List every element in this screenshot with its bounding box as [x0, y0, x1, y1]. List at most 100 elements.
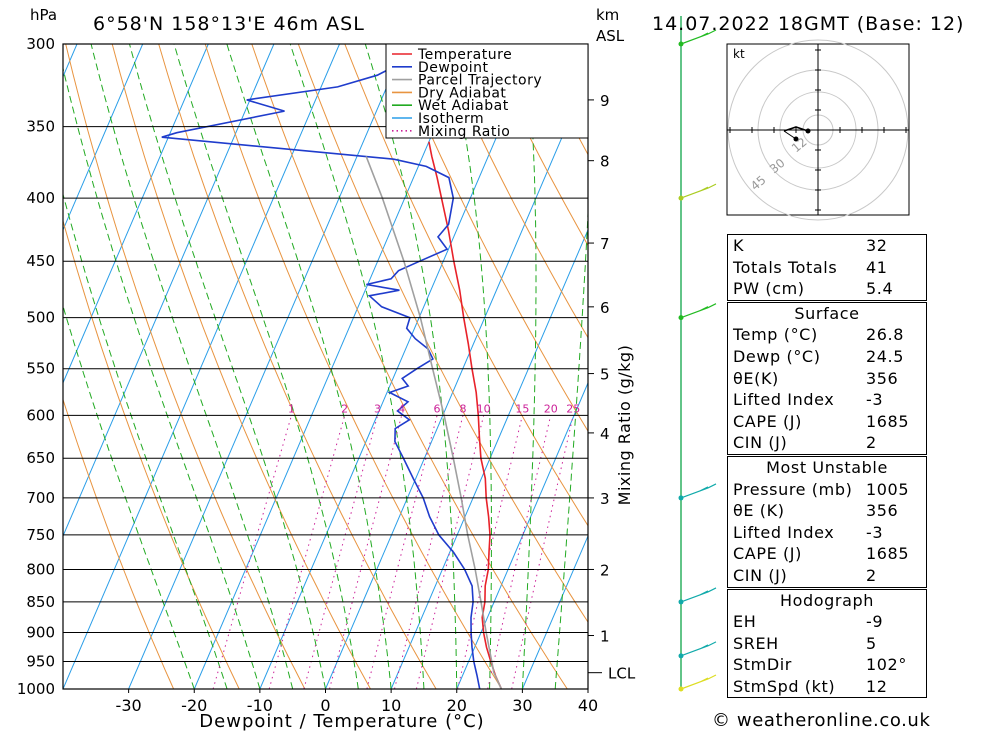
- hodograph-stat-row: SREH 5: [728, 633, 926, 655]
- surface-row: Dewp (°C) 24.5: [728, 346, 926, 368]
- km-label: km: [596, 6, 619, 24]
- x-tick-label: 0: [320, 696, 330, 715]
- most-unstable-label: Lifted Index: [733, 522, 835, 542]
- hodograph-stat-value: 5: [866, 633, 877, 653]
- mixing-ratio-axis-title: Mixing Ratio (g/kg): [615, 345, 634, 506]
- wet-adiabat-line: [447, 44, 492, 689]
- asl-label: ASL: [596, 27, 625, 45]
- x-tick-label: -20: [181, 696, 207, 715]
- isotherm-line: [259, 44, 537, 689]
- km-tick-label: 4: [600, 425, 610, 443]
- dry-adiabat-line: [950, 44, 1000, 689]
- pressure-tick-label: 350: [26, 118, 55, 136]
- dry-adiabat-line: [996, 44, 1000, 689]
- wet-adiabat-line: [364, 44, 458, 689]
- legend-label: Wet Adiabat: [418, 98, 509, 114]
- dry-adiabat-line: [251, 44, 568, 689]
- x-tick-label: -30: [116, 696, 142, 715]
- series-line: [428, 141, 503, 689]
- km-tick-label: 3: [600, 490, 610, 508]
- mixing-ratio-line: [268, 415, 346, 689]
- km-tick-label: 2: [600, 561, 610, 579]
- hodograph-stat-value: -9: [866, 612, 884, 632]
- km-tick-label: 5: [600, 366, 610, 384]
- mixing-ratio-label: 2: [341, 402, 348, 415]
- mixing-ratio-line: [329, 415, 403, 689]
- wind-profile: [678, 16, 717, 692]
- surface-value: -3: [866, 390, 884, 410]
- surface-label: θE(K): [733, 368, 779, 388]
- pressure-tick-label: 900: [26, 624, 55, 642]
- pressure-tick-label: 450: [26, 252, 55, 270]
- surface-label: Temp (°C): [733, 325, 818, 345]
- pressure-tick-label: 700: [26, 489, 55, 507]
- x-tick-label: 10: [381, 696, 401, 715]
- wet-adiabat-line: [63, 66, 261, 689]
- pressure-tick-label: 1000: [17, 680, 55, 698]
- pressure-tick-label: 500: [26, 309, 55, 327]
- wind-barb: [680, 587, 717, 603]
- hodograph-stat-label: StmSpd (kt): [733, 676, 836, 696]
- lcl-label: LCL: [608, 665, 636, 683]
- surface-title: Surface: [794, 303, 860, 323]
- mixing-ratio-line: [212, 415, 292, 689]
- mixing-ratio-label: 20: [544, 402, 558, 415]
- pressure-tick-label: 300: [26, 35, 55, 53]
- dry-adiabat-line: [437, 44, 588, 339]
- surface-box: Surface Temp (°C) 26.8 Dewp (°C) 24.5 θE(K) 3…: [727, 301, 927, 455]
- mixing-ratio-line: [457, 415, 523, 689]
- most-unstable-box: Most Unstable Pressure (mb) 1005 θE (K) 356…: [727, 455, 927, 588]
- chart-series: [161, 44, 503, 689]
- index-label: PW (cm): [733, 279, 805, 299]
- isotherm-line: [0, 44, 11, 689]
- mixing-ratio-label: 15: [515, 402, 529, 415]
- most-unstable-label: CAPE (J): [733, 544, 802, 564]
- surface-value: 356: [866, 368, 899, 388]
- chart-axes: 3003504004505005506006507007508008509009…: [17, 35, 636, 715]
- hodograph-stat-value: 102°: [866, 655, 907, 675]
- surface-row: CIN (J) 2: [728, 432, 926, 454]
- hodograph-stats-box: Hodograph EH -9 SREH 5 StmDir 102° StmSpd (kt)…: [727, 588, 927, 699]
- isotherm-line: [390, 228, 588, 689]
- most-unstable-label: Pressure (mb): [733, 479, 853, 499]
- dry-adiabat-line: [390, 44, 588, 433]
- x-tick-label: -10: [247, 696, 273, 715]
- isotherm-line: [63, 44, 275, 538]
- km-tick-label: 8: [600, 153, 610, 171]
- hodograph-stat-value: 12: [866, 676, 888, 696]
- wind-barb: [680, 183, 717, 199]
- hodograph-stat-row: EH -9: [728, 611, 926, 633]
- isotherm-line: [193, 44, 472, 689]
- mixing-ratio-label: 10: [477, 402, 491, 415]
- surface-label: CAPE (J): [733, 411, 802, 431]
- surface-label: CIN (J): [733, 433, 788, 453]
- hodograph-stat-label: SREH: [733, 633, 779, 653]
- stats-panel: K 32 Totals Totals 41 PW (cm) 5.4 Surface Tem…: [727, 234, 927, 699]
- wet-adiabat-line: [90, 44, 294, 689]
- index-value: 32: [866, 236, 888, 255]
- index-label: Totals Totals: [733, 257, 838, 277]
- surface-value: 24.5: [866, 346, 905, 366]
- mixing-ratio-label: 1: [288, 402, 295, 415]
- legend-box: [385, 43, 589, 139]
- index-row: K 32: [728, 235, 926, 257]
- station-location: 6°58'N 158°13'E 46m ASL: [93, 13, 365, 35]
- km-tick-label: 1: [600, 628, 610, 646]
- dry-adiabat-line: [483, 44, 588, 247]
- hodograph-stat-label: StmDir: [733, 655, 792, 675]
- mixing-ratio-label: 8: [460, 402, 467, 415]
- isotherm-line: [325, 75, 588, 689]
- isotherm-line: [521, 534, 588, 689]
- mixing-ratio-line: [511, 415, 574, 689]
- most-unstable-value: 356: [866, 501, 899, 521]
- hodograph-stat-row: StmDir 102°: [728, 654, 926, 676]
- x-axis-title: Dewpoint / Temperature (°C): [199, 711, 484, 732]
- most-unstable-row: θE (K) 356: [728, 500, 926, 522]
- legend-label: Parcel Trajectory: [418, 73, 542, 89]
- isotherm-line: [63, 44, 340, 689]
- hodograph-stat-row: StmSpd (kt) 12: [728, 676, 926, 698]
- pressure-tick-label: 400: [26, 189, 55, 207]
- most-unstable-value: 1005: [866, 479, 910, 499]
